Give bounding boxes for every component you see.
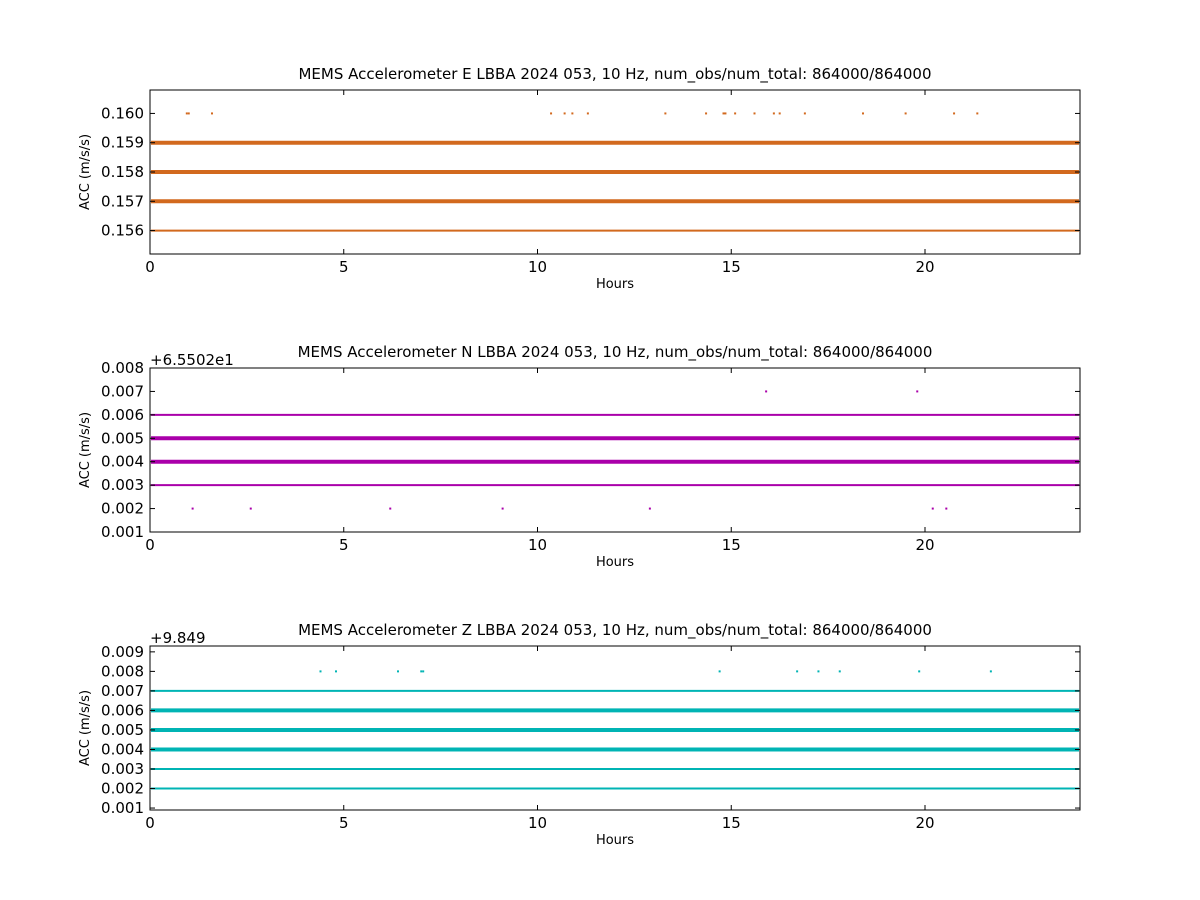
y-tick-label-n-4: 0.005 — [101, 429, 144, 447]
data-point-e-0-2 — [211, 112, 213, 115]
data-point-e-0-4 — [563, 112, 566, 115]
x-tick-label-e-3: 15 — [722, 258, 741, 276]
data-point-e-0-9 — [722, 112, 725, 115]
y-offset-label-z: +9.849 — [150, 629, 206, 647]
y-tick-label-z-5: 0.006 — [101, 701, 144, 719]
data-point-e-0-12 — [753, 112, 756, 115]
chart-panel-e: 0 5 10 15 20 0.156 0.157 0.158 0.159 0.160 MEMS Ac… — [78, 65, 1081, 292]
y-tick-label-n-7: 0.008 — [101, 359, 144, 377]
y-tick-label-n-5: 0.006 — [101, 406, 144, 424]
y-tick-label-z-6: 0.007 — [101, 682, 144, 700]
x-tick-label-n-3: 15 — [722, 536, 741, 554]
data-point-z-0-6 — [796, 670, 799, 673]
axes-frame-z — [149, 645, 1081, 811]
data-point-e-0-6 — [586, 112, 589, 115]
x-tick-label-z-4: 20 — [915, 814, 934, 832]
data-point-n-1-5 — [931, 507, 934, 510]
chart-title-n: MEMS Accelerometer N LBBA 2024 053, 10 H… — [298, 343, 933, 362]
chart-panel-z: 0 5 10 15 200.0010.0020.0030.0040.0050.0060.… — [78, 621, 1081, 848]
data-point-e-0-18 — [953, 112, 956, 115]
data-point-e-0-14 — [778, 112, 781, 115]
x-tick-label-z-0: 0 — [145, 814, 155, 832]
data-point-z-0-5 — [718, 670, 721, 673]
data-point-z-0-2 — [397, 670, 399, 673]
y-tick-label-z-1: 0.002 — [101, 780, 144, 798]
y-tick-label-n-2: 0.003 — [101, 476, 144, 494]
x-tick-label-z-2: 10 — [528, 814, 547, 832]
x-tick-label-n-0: 0 — [145, 536, 155, 554]
data-point-z-0-3 — [420, 670, 423, 673]
axes-frame-n — [149, 367, 1081, 533]
data-point-z-0-4 — [422, 670, 425, 673]
y-tick-label-e-2: 0.158 — [101, 163, 144, 181]
x-tick-label-e-0: 0 — [145, 258, 155, 276]
data-point-n-0-1 — [916, 390, 919, 393]
y-tick-label-z-3: 0.004 — [101, 740, 144, 758]
y-axis-label-n: ACC (m/s/s) — [78, 412, 93, 488]
y-tick-label-n-3: 0.004 — [101, 453, 144, 471]
x-tick-label-e-4: 20 — [915, 258, 934, 276]
x-tick-label-e-1: 5 — [339, 258, 349, 276]
x-axis-label-n: Hours — [596, 555, 634, 570]
y-axis-label-z: ACC (m/s/s) — [78, 690, 93, 766]
data-point-n-1-1 — [249, 507, 252, 510]
data-point-e-0-8 — [705, 112, 708, 115]
data-point-n-0-0 — [765, 390, 768, 393]
data-point-z-0-0 — [319, 670, 322, 673]
data-point-n-1-6 — [945, 507, 948, 510]
y-tick-label-z-2: 0.003 — [101, 760, 144, 778]
data-point-e-0-16 — [862, 112, 864, 115]
data-marks-z — [151, 670, 1079, 790]
y-tick-label-n-6: 0.007 — [101, 382, 144, 400]
data-point-e-0-17 — [904, 112, 907, 115]
data-point-e-0-1 — [187, 112, 190, 115]
data-point-e-0-3 — [550, 112, 553, 115]
data-point-n-1-4 — [648, 507, 651, 510]
data-marks-e — [151, 112, 1079, 232]
chart-title-e: MEMS Accelerometer E LBBA 2024 053, 10 H… — [298, 65, 931, 84]
y-tick-label-e-0: 0.156 — [101, 222, 144, 240]
x-tick-label-z-3: 15 — [722, 814, 741, 832]
data-point-e-0-19 — [976, 112, 979, 115]
chart-panel-n: 0 5 10 15 20 0.001 0.002 0.003 0.004 0.005 0.006 0.… — [78, 343, 1081, 570]
data-point-e-0-11 — [734, 112, 737, 115]
y-tick-label-z-0: 0.001 — [101, 799, 144, 817]
y-tick-label-z-8: 0.009 — [101, 643, 144, 661]
y-axis-label-e: ACC (m/s/s) — [78, 134, 93, 210]
y-tick-label-e-3: 0.159 — [101, 134, 144, 152]
x-tick-label-n-4: 20 — [915, 536, 934, 554]
data-point-n-1-0 — [191, 507, 194, 510]
data-point-n-1-3 — [501, 507, 504, 510]
data-point-z-0-7 — [817, 670, 820, 673]
y-tick-label-e-4: 0.160 — [101, 104, 144, 122]
x-axis-label-e: Hours — [596, 277, 634, 292]
data-marks-n — [151, 390, 1079, 510]
data-point-e-0-10 — [724, 112, 727, 115]
data-point-z-0-9 — [918, 670, 921, 673]
x-tick-label-n-2: 10 — [528, 536, 547, 554]
x-axis-label-z: Hours — [596, 833, 634, 848]
data-point-z-0-1 — [335, 670, 337, 673]
data-point-e-0-5 — [571, 112, 574, 115]
chart-title-z: MEMS Accelerometer Z LBBA 2024 053, 10 H… — [298, 621, 932, 640]
y-tick-label-z-4: 0.005 — [101, 721, 144, 739]
data-point-e-0-7 — [664, 112, 667, 115]
plot-area-n — [150, 368, 1080, 532]
y-tick-label-n-1: 0.002 — [101, 500, 144, 518]
data-point-e-0-0 — [185, 112, 188, 115]
y-offset-label-n: +6.5502e1 — [150, 351, 234, 369]
data-point-z-0-10 — [989, 670, 992, 673]
data-point-e-0-15 — [803, 112, 806, 115]
data-point-e-0-13 — [772, 112, 775, 115]
x-tick-label-z-1: 5 — [339, 814, 349, 832]
data-point-n-1-2 — [389, 507, 392, 510]
y-tick-label-z-7: 0.008 — [101, 662, 144, 680]
x-tick-label-e-2: 10 — [528, 258, 547, 276]
data-point-z-0-8 — [838, 670, 841, 673]
y-tick-label-n-0: 0.001 — [101, 523, 144, 541]
x-tick-label-n-1: 5 — [339, 536, 349, 554]
y-tick-label-e-1: 0.157 — [101, 192, 144, 210]
